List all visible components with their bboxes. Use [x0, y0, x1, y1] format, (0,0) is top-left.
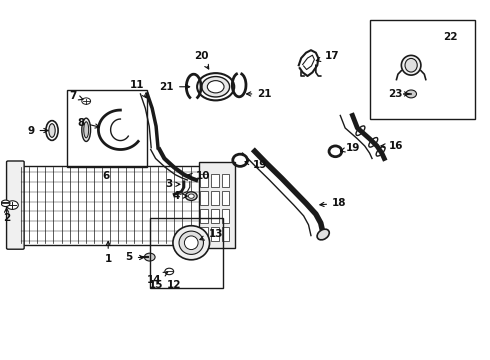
Ellipse shape [202, 77, 230, 97]
Ellipse shape [84, 122, 89, 138]
Ellipse shape [197, 73, 234, 100]
Text: 1: 1 [104, 242, 112, 264]
FancyBboxPatch shape [6, 161, 24, 249]
Text: 5: 5 [125, 252, 144, 262]
Bar [211, 192, 219, 205]
Bar [198, 162, 235, 248]
Ellipse shape [179, 231, 203, 255]
Ellipse shape [173, 226, 210, 260]
Text: 22: 22 [443, 32, 458, 41]
Circle shape [1, 200, 10, 207]
Text: 4: 4 [173, 191, 187, 201]
Bar [20, 166, 201, 244]
Bar [67, 90, 147, 167]
Bar [221, 210, 229, 223]
Text: 3: 3 [166, 179, 180, 189]
Text: 16: 16 [381, 141, 404, 151]
Text: 8: 8 [78, 118, 99, 128]
Ellipse shape [49, 124, 55, 137]
Ellipse shape [82, 118, 91, 141]
Text: 14: 14 [147, 272, 168, 285]
Bar [221, 192, 229, 205]
Text: 7: 7 [69, 91, 83, 101]
Text: 23: 23 [388, 89, 409, 99]
Text: 13: 13 [200, 229, 223, 240]
Text: 9: 9 [27, 126, 48, 135]
Text: 18: 18 [320, 198, 346, 208]
Circle shape [188, 194, 194, 198]
Ellipse shape [165, 268, 173, 275]
Text: 20: 20 [194, 51, 209, 69]
Bar [200, 210, 208, 223]
Ellipse shape [405, 58, 417, 72]
Bar [150, 218, 223, 288]
Text: 2: 2 [3, 207, 10, 222]
Circle shape [6, 201, 18, 210]
Text: 21: 21 [160, 82, 190, 92]
Bar [369, 21, 475, 119]
Text: 12: 12 [167, 280, 181, 290]
Text: 11: 11 [130, 80, 147, 98]
Text: 6: 6 [102, 171, 109, 181]
Bar [200, 192, 208, 205]
Text: 21: 21 [246, 89, 272, 99]
Ellipse shape [46, 121, 58, 140]
Text: 17: 17 [317, 51, 339, 62]
Circle shape [82, 98, 91, 104]
Text: 15: 15 [149, 280, 163, 290]
Ellipse shape [401, 55, 421, 75]
Ellipse shape [207, 81, 224, 93]
Circle shape [185, 192, 197, 201]
Bar [211, 210, 219, 223]
Bar [211, 174, 219, 187]
Text: 19: 19 [341, 143, 361, 153]
Ellipse shape [184, 236, 198, 249]
Bar [200, 174, 208, 187]
Bar [221, 174, 229, 187]
Circle shape [406, 90, 416, 98]
Text: 19: 19 [245, 159, 267, 170]
Bar [200, 227, 208, 241]
Text: 10: 10 [188, 171, 211, 181]
Ellipse shape [317, 229, 329, 240]
Bar [221, 227, 229, 241]
Bar [211, 227, 219, 241]
Circle shape [145, 253, 155, 261]
